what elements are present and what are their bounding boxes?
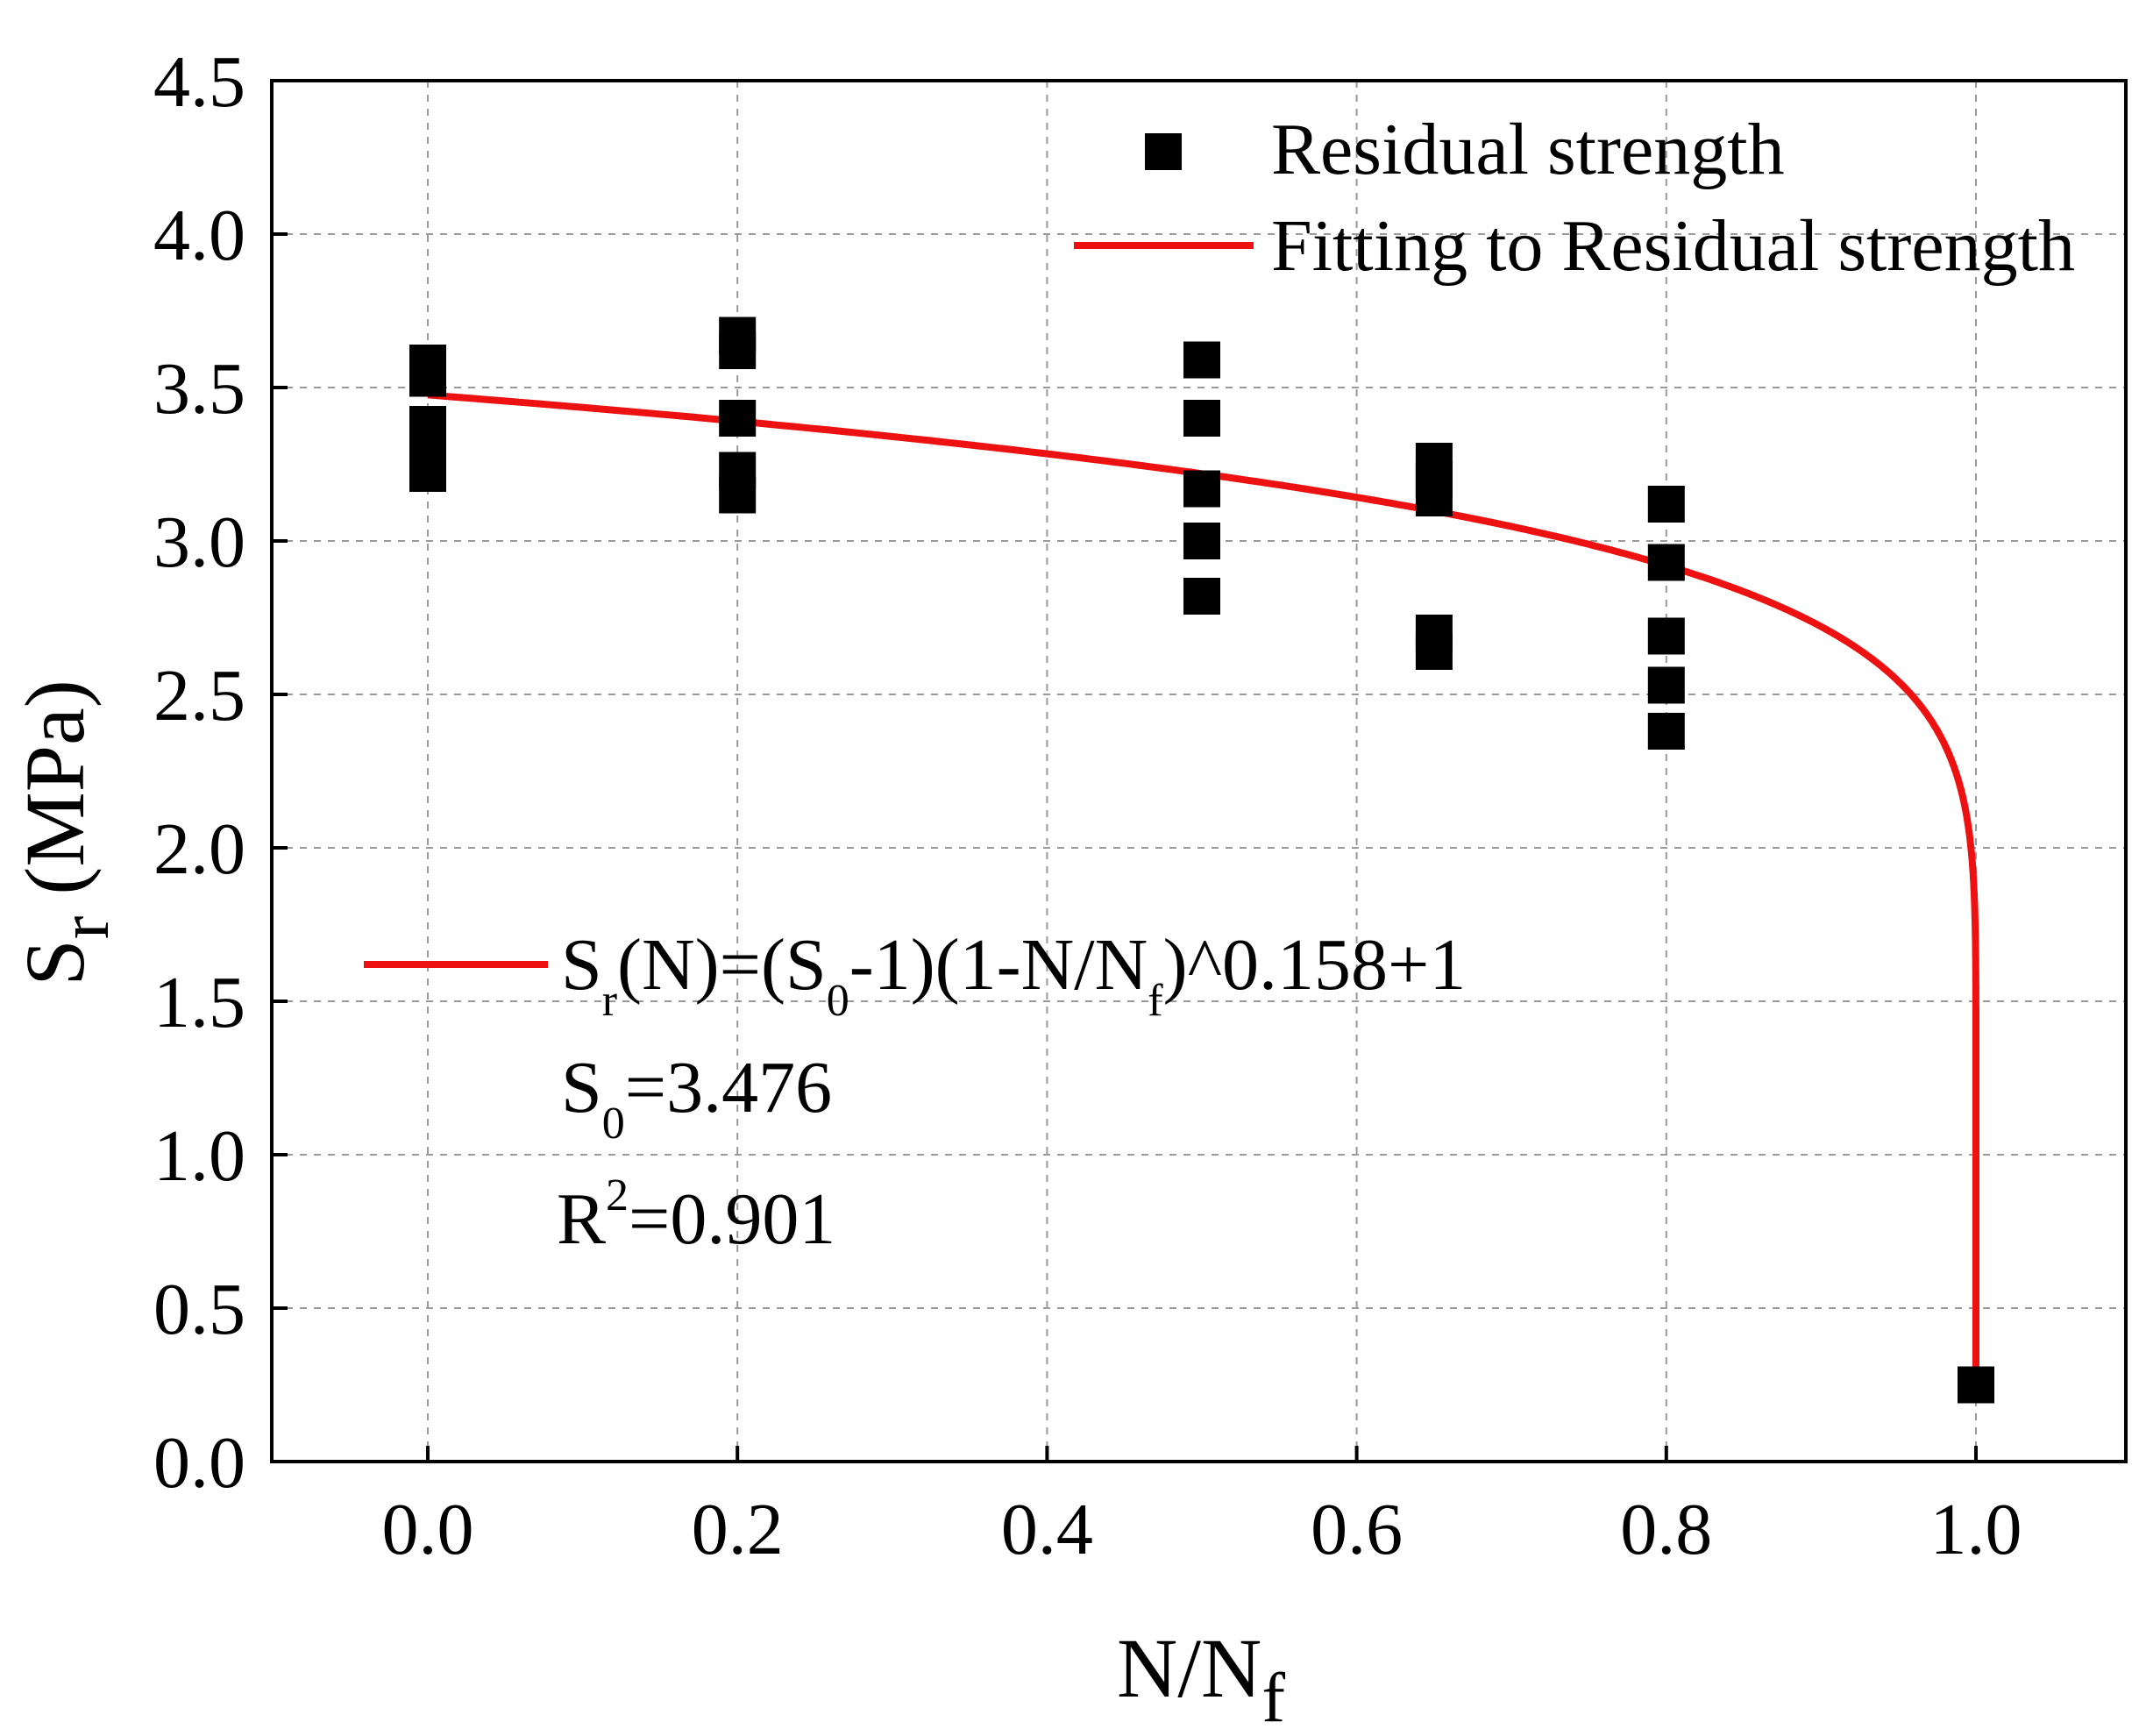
- data-point-10: [1183, 341, 1220, 379]
- y-tick-label-6: 3.0: [153, 502, 245, 583]
- y-tick-label-5: 2.5: [153, 655, 245, 736]
- data-point-20: [1647, 486, 1685, 523]
- x-tick-label-2: 0.4: [1001, 1489, 1093, 1570]
- x-tick-label-0: 0.0: [382, 1489, 474, 1570]
- data-point-11: [1183, 400, 1220, 437]
- x-tick-label-5: 1.0: [1930, 1489, 2022, 1570]
- data-point-23: [1647, 666, 1685, 704]
- data-point-22: [1647, 617, 1685, 655]
- data-point-12: [1183, 470, 1220, 508]
- data-point-6: [719, 332, 757, 369]
- y-axis-label: Sr (MPa): [8, 679, 124, 985]
- data-point-14: [1183, 578, 1220, 615]
- data-point-25: [1958, 1366, 1994, 1404]
- data-point-9: [719, 476, 757, 514]
- series-layer: [409, 317, 1994, 1404]
- data-point-17: [1415, 480, 1453, 516]
- data-point-13: [1183, 523, 1220, 559]
- y-tick-label-7: 3.5: [153, 348, 245, 430]
- legend-label-fitting: Fitting to Residual strength: [1271, 205, 2075, 287]
- r2-annotation: R2=0.901: [557, 1170, 835, 1260]
- y-tick-label-3: 1.5: [153, 962, 245, 1043]
- annotation-layer: Sr(N)=(S0-1)(1-N/Nf)^0.158+1 S0=3.476 R2=0…: [364, 924, 1466, 1260]
- axes-layer: 0.0 0.2 0.4 0.6 0.8 1.0 0.0 0.5 1.0 1.5 2.0 2.5 3.0 3…: [8, 41, 2022, 1736]
- data-point-19: [1415, 633, 1453, 670]
- x-tick-label-3: 0.6: [1311, 1489, 1403, 1570]
- y-tick-label-8: 4.0: [153, 195, 245, 276]
- y-tick-label-4: 2.0: [153, 808, 245, 890]
- y-tick-label-9: 4.5: [153, 41, 245, 123]
- fit-curve: [427, 391, 1979, 1385]
- data-point-24: [1647, 713, 1685, 750]
- y-tick-label-2: 1.0: [153, 1115, 245, 1197]
- s0-annotation: S0=3.476: [561, 1047, 832, 1149]
- legend-label-residual-strength: Residual strength: [1271, 109, 1785, 190]
- data-point-1: [409, 359, 446, 397]
- y-tick-label-0: 0.0: [153, 1422, 245, 1504]
- plot-frame: [270, 79, 2128, 1463]
- grid: [272, 80, 2126, 1462]
- legend-marker-residual-strength: [1145, 133, 1182, 170]
- legend: Residual strength Fitting to Residual str…: [1074, 109, 2075, 287]
- x-tick-label-4: 0.8: [1620, 1489, 1712, 1570]
- data-point-4: [409, 455, 446, 492]
- x-axis-label: N/Nf: [1117, 1621, 1285, 1736]
- x-tick-label-1: 0.2: [692, 1489, 784, 1570]
- y-tick-label-1: 0.5: [153, 1269, 245, 1350]
- data-point-7: [719, 400, 757, 437]
- equation-annotation: Sr(N)=(S0-1)(1-N/Nf)^0.158+1: [561, 924, 1466, 1026]
- data-point-21: [1647, 544, 1685, 581]
